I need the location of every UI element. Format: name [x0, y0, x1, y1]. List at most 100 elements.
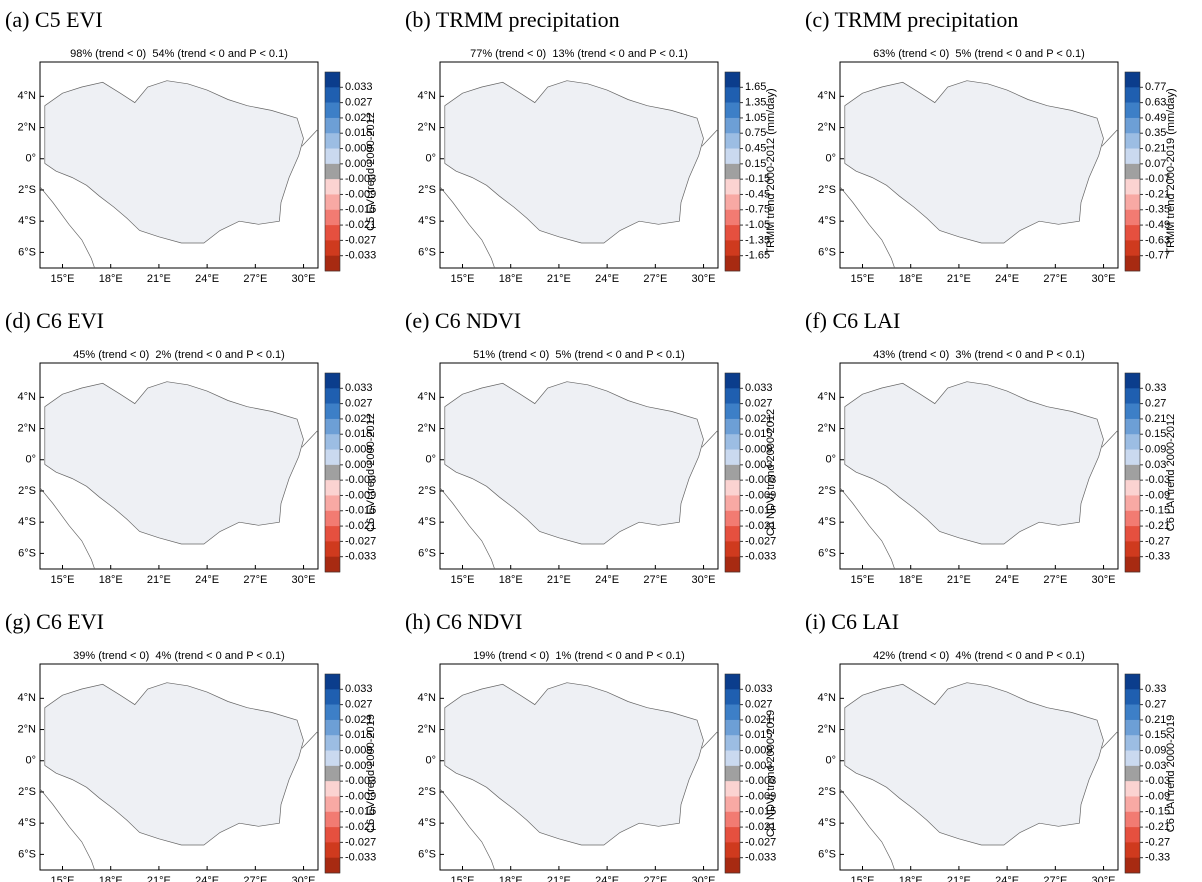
x-tick-label: 15°E — [51, 273, 75, 285]
colorbar-swatch — [1125, 388, 1140, 404]
colorbar-swatch — [725, 255, 740, 272]
colorbar-swatch — [325, 464, 340, 481]
lake-shore — [701, 429, 719, 448]
colorbar-swatch — [325, 240, 340, 256]
colorbar-swatch — [725, 674, 740, 690]
colorbar-tick-label: 0.015 — [345, 729, 373, 741]
colorbar-swatch — [1125, 796, 1140, 813]
colorbar-tick-label: -0.009 — [345, 188, 376, 200]
panel-subtitle: 51% (trend < 0) 5% (trend < 0 and P < 0.… — [473, 349, 685, 361]
colorbar-frame — [724, 673, 741, 874]
colorbar-swatch — [325, 704, 340, 721]
colorbar-swatch — [325, 418, 340, 435]
colorbar-swatch — [325, 163, 340, 180]
colorbar-tick-label: -0.003 — [745, 775, 776, 787]
colorbar-tick-label: 0.027 — [345, 398, 373, 410]
colorbar-tick-label: -0.15 — [1145, 806, 1170, 818]
y-tick-label: 6°S — [18, 246, 36, 258]
colorbar-swatch — [725, 689, 740, 705]
y-tick-label: 4°S — [818, 516, 836, 528]
colorbar-swatch — [1125, 87, 1140, 103]
land-region — [444, 381, 704, 545]
colorbar-swatch — [325, 133, 340, 149]
x-tick-label: 15°E — [51, 875, 75, 882]
coastline — [439, 186, 495, 269]
colorbar-tick-label: 0.033 — [345, 382, 373, 394]
colorbar-tick-label: 0.09 — [1145, 443, 1166, 455]
y-tick-label: 4°S — [418, 817, 436, 829]
colorbar-tick-label: -0.009 — [745, 790, 776, 802]
y-tick-label: 2°S — [18, 184, 36, 196]
colorbar-swatch — [325, 480, 340, 496]
colorbar-swatch — [1125, 464, 1140, 481]
colorbar-tick-label: 0.49 — [1145, 112, 1166, 124]
colorbar-swatch — [725, 704, 740, 721]
colorbar-tick-label: -0.003 — [345, 173, 376, 185]
colorbar-swatch — [325, 148, 340, 165]
colorbar-swatch — [1125, 719, 1140, 736]
y-tick-label: 4°S — [18, 516, 36, 528]
x-tick-label: 30°E — [692, 574, 716, 586]
x-tick-label: 27°E — [643, 273, 667, 285]
y-tick-label: 0° — [425, 153, 436, 165]
colorbar-swatch — [725, 750, 740, 767]
colorbar-tick-label: 0.009 — [345, 443, 373, 455]
coastline — [439, 788, 495, 871]
colorbar-swatch — [325, 255, 340, 272]
colorbar-swatch — [325, 403, 340, 420]
colorbar-tick-label: -0.003 — [745, 474, 776, 486]
x-tick-label: 27°E — [243, 273, 267, 285]
colorbar-swatch — [1125, 373, 1140, 389]
colorbar-tick-label: 1.65 — [745, 81, 766, 93]
coastline — [839, 487, 895, 570]
colorbar-tick-label: -0.77 — [1145, 250, 1170, 262]
y-tick-label: 2°S — [818, 184, 836, 196]
colorbar-tick-label: -0.015 — [745, 806, 776, 818]
y-tick-label: 0° — [25, 153, 36, 165]
colorbar-tick-label: 0.027 — [745, 398, 773, 410]
land-region — [44, 381, 304, 545]
colorbar-tick-label: 0.003 — [345, 760, 373, 772]
colorbar-swatch — [725, 179, 740, 195]
colorbar-tick-label: -1.65 — [745, 250, 770, 262]
colorbar-tick-label: 0.015 — [345, 428, 373, 440]
x-tick-label: 15°E — [451, 574, 475, 586]
panel-subtitle: 77% (trend < 0) 13% (trend < 0 and P < 0… — [470, 48, 688, 60]
x-tick-label: 21°E — [547, 875, 571, 882]
coastline — [439, 487, 495, 570]
colorbar-tick-label: 0.033 — [345, 683, 373, 695]
x-tick-label: 30°E — [692, 875, 716, 882]
colorbar-tick-label: -0.09 — [1145, 489, 1170, 501]
x-tick-label: 27°E — [243, 875, 267, 882]
panel: (f) C6 LAI 43% (trend < 0) 3% (trend < 0 … — [805, 308, 1177, 586]
panel-title: (h) C6 NDVI — [405, 609, 522, 634]
colorbar-tick-label: 0.07 — [1145, 158, 1166, 170]
colorbar-swatch — [1125, 209, 1140, 226]
colorbar-tick-label: 0.021 — [345, 112, 373, 124]
colorbar-swatch — [725, 163, 740, 180]
colorbar-tick-label: 0.03 — [1145, 459, 1166, 471]
panel: (d) C6 EVI 45% (trend < 0) 2% (trend < 0 … — [5, 308, 377, 586]
colorbar-tick-label: 0.021 — [345, 714, 373, 726]
colorbar-tick-label: -0.021 — [345, 219, 376, 231]
x-tick-label: 27°E — [1043, 574, 1067, 586]
colorbar-swatch — [1125, 781, 1140, 797]
colorbar-tick-label: 0.033 — [345, 81, 373, 93]
y-tick-label: 2°N — [418, 121, 437, 133]
x-tick-label: 30°E — [292, 875, 316, 882]
colorbar-tick-label: -0.27 — [1145, 535, 1170, 547]
colorbar-swatch — [725, 765, 740, 782]
y-tick-label: 4°N — [18, 90, 37, 102]
lake-shore — [701, 128, 719, 147]
colorbar-swatch — [325, 72, 340, 88]
colorbar-swatch — [325, 225, 340, 241]
colorbar-label: C6 NDVI trend 2000-2019 — [765, 710, 777, 837]
colorbar-swatch — [325, 541, 340, 557]
colorbar-tick-label: 0.09 — [1145, 744, 1166, 756]
colorbar-swatch — [325, 735, 340, 751]
y-tick-label: 4°N — [818, 391, 837, 403]
x-tick-label: 21°E — [147, 875, 171, 882]
colorbar-swatch — [725, 194, 740, 211]
colorbar-swatch — [325, 388, 340, 404]
